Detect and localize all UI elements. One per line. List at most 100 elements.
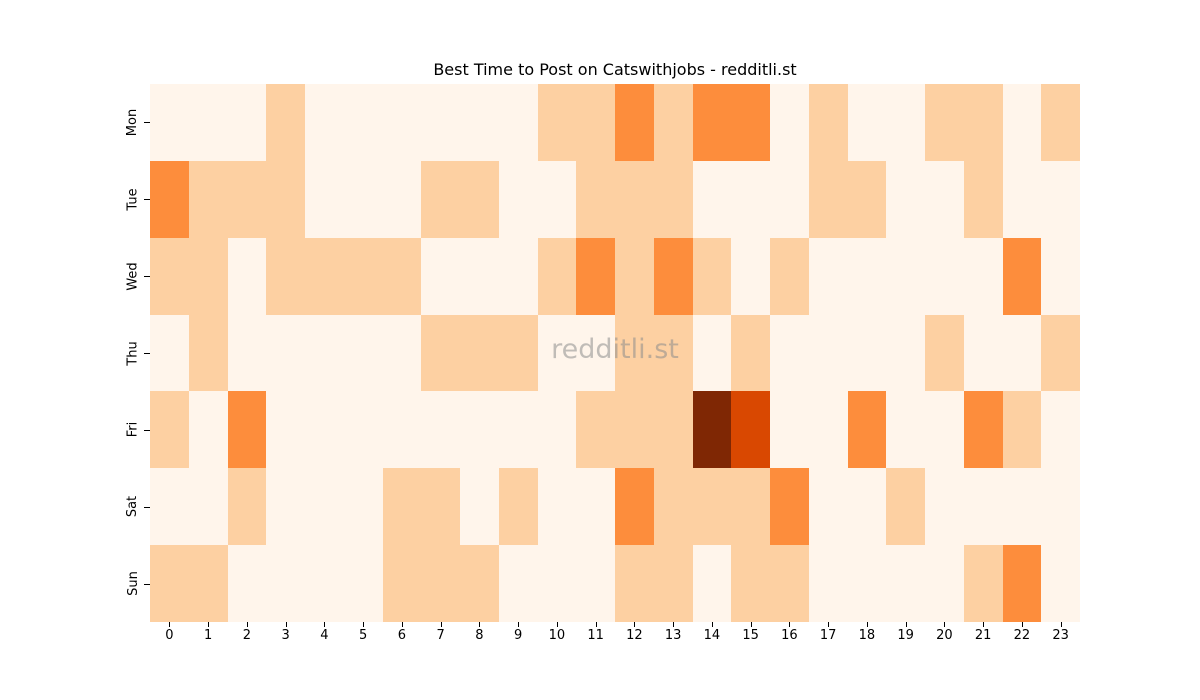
y-tick [144, 199, 150, 201]
heatmap-cell [615, 468, 654, 546]
x-tick-label: 12 [626, 628, 643, 643]
heatmap-cell [305, 391, 344, 469]
heatmap-cell [1002, 545, 1042, 622]
x-tick-label: 5 [358, 628, 368, 643]
heatmap-cell [963, 160, 1003, 238]
heatmap-cell [1002, 237, 1042, 315]
heatmap-cell [227, 84, 267, 161]
heatmap-cell [615, 84, 654, 161]
heatmap-cell [537, 545, 577, 622]
x-tick [556, 622, 558, 627]
heatmap-cell [343, 314, 383, 392]
y-tick [144, 122, 150, 124]
heatmap-cell [653, 314, 693, 392]
x-tick-label: 20 [936, 628, 953, 643]
heatmap-cell [266, 391, 305, 469]
heatmap-cell [537, 237, 577, 315]
x-tick [440, 622, 442, 627]
heatmap-cell [1002, 391, 1042, 469]
heatmap-cell [692, 160, 732, 238]
heatmap-cell [460, 468, 499, 546]
heatmap-cell [808, 84, 848, 161]
heatmap-cell [150, 237, 189, 315]
heatmap-cell [498, 545, 538, 622]
heatmap-cell [1002, 84, 1042, 161]
heatmap-cell [770, 160, 809, 238]
heatmap-cell [227, 391, 267, 469]
heatmap-cell [150, 391, 189, 469]
heatmap-cell [266, 468, 305, 546]
heatmap-cell [615, 237, 654, 315]
x-tick-label: 10 [548, 628, 566, 643]
heatmap-cell [382, 314, 422, 392]
heatmap-cell [963, 468, 1003, 546]
heatmap-cell [537, 314, 577, 392]
x-tick [789, 622, 791, 627]
x-tick [208, 622, 210, 627]
x-tick-label: 21 [974, 628, 992, 643]
y-tick-label-text: Wed [125, 261, 141, 291]
heatmap-cell [266, 237, 305, 315]
heatmap-cell [343, 545, 383, 622]
heatmap-cell [188, 160, 228, 238]
heatmap-cell [925, 314, 964, 392]
y-tick-label-text: Sun [125, 571, 141, 596]
heatmap-cell [188, 468, 228, 546]
heatmap-cell [382, 237, 422, 315]
heatmap-cell [653, 84, 693, 161]
x-tick-label: 7 [436, 628, 445, 643]
heatmap-cell [925, 545, 964, 622]
heatmap-cell [963, 237, 1003, 315]
x-tick-label: 19 [897, 628, 914, 643]
heatmap-cell [537, 84, 577, 161]
heatmap-cell [305, 84, 344, 161]
x-tick-label: 4 [320, 628, 329, 643]
x-tick [595, 622, 597, 627]
heatmap-cell [305, 545, 344, 622]
heatmap-cell [770, 237, 809, 315]
heatmap-cell [653, 391, 693, 469]
heatmap-cell [305, 160, 344, 238]
heatmap-cell [343, 468, 383, 546]
heatmap-grid [150, 84, 1080, 622]
heatmap-cell [847, 160, 887, 238]
heatmap-cell [576, 237, 615, 315]
heatmap-cell [150, 314, 189, 392]
heatmap-cell [1041, 314, 1080, 392]
x-tick [518, 622, 520, 627]
heatmap-cell [770, 314, 809, 392]
heatmap-cell [808, 237, 848, 315]
x-tick-label: 18 [858, 628, 876, 643]
x-tick [634, 622, 636, 627]
y-tick [144, 506, 150, 508]
heatmap-cell [537, 160, 577, 238]
y-tick-label-text: Fri [125, 422, 141, 438]
heatmap-cell [963, 84, 1003, 161]
heatmap-cell [847, 237, 887, 315]
x-tick [479, 622, 481, 627]
heatmap-cell [305, 314, 344, 392]
heatmap-cell [498, 237, 538, 315]
x-tick-label: 2 [242, 628, 252, 643]
heatmap-cell [227, 545, 267, 622]
heatmap-cell [150, 160, 189, 238]
heatmap-cell [188, 314, 228, 392]
x-tick [324, 622, 326, 627]
heatmap-cell [1002, 468, 1042, 546]
x-tick-label: 9 [513, 628, 523, 643]
x-tick-label: 22 [1013, 628, 1031, 643]
heatmap-cell [227, 468, 267, 546]
heatmap-cell [1002, 160, 1042, 238]
heatmap-cell [886, 160, 925, 238]
heatmap-cell [1041, 468, 1080, 546]
heatmap-cell [731, 468, 770, 546]
x-tick [944, 622, 946, 627]
heatmap-cell [847, 545, 887, 622]
heatmap-cell [847, 314, 887, 392]
heatmap-cell [421, 468, 460, 546]
heatmap-cell [963, 391, 1003, 469]
heatmap-cell [653, 545, 693, 622]
heatmap-cell [576, 468, 615, 546]
heatmap-cell [576, 314, 615, 392]
heatmap-cell [925, 391, 964, 469]
